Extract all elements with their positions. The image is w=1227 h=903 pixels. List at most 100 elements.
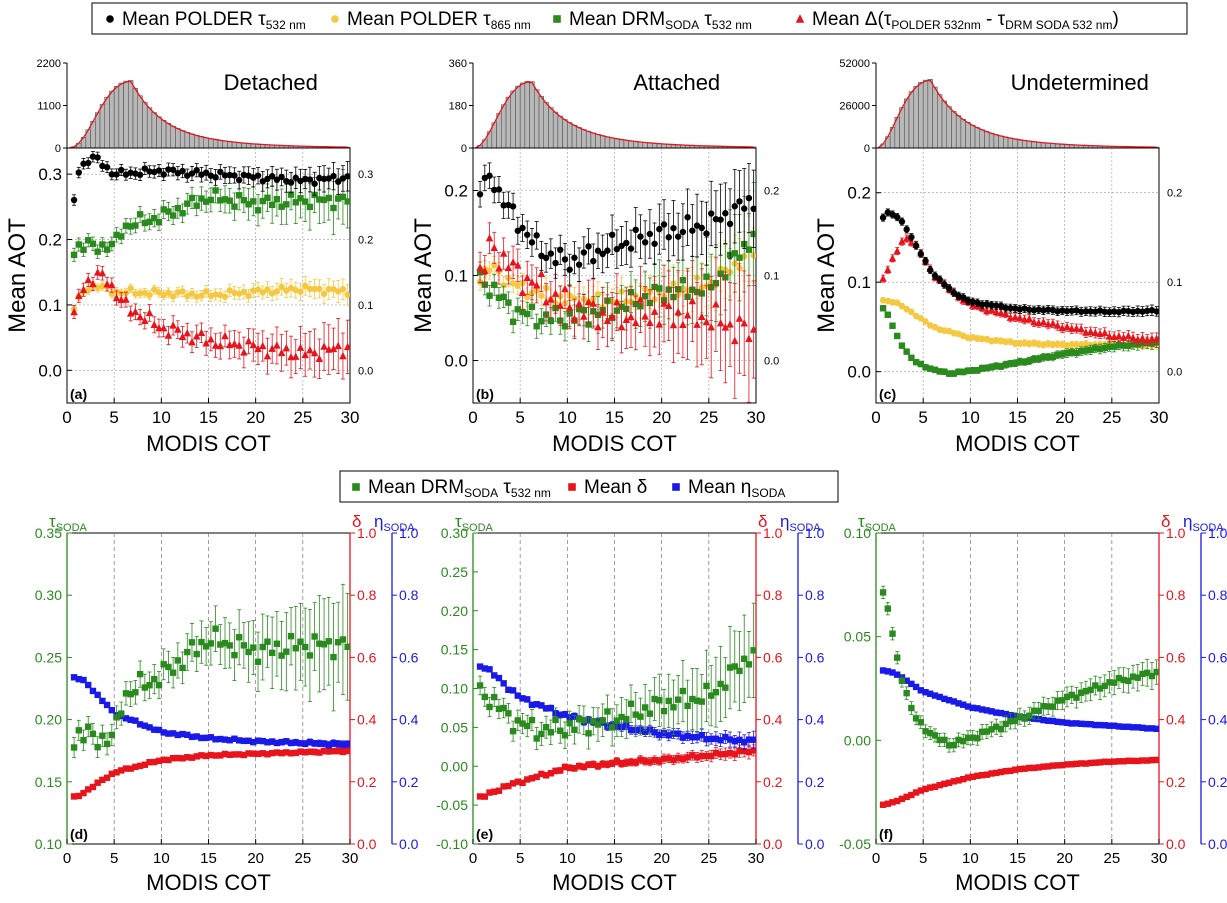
text-run: τ — [498, 477, 511, 498]
data-point-drm532 — [505, 299, 512, 306]
data-point-polder532 — [1016, 306, 1024, 313]
data-point-eta — [335, 740, 342, 747]
data-point-delta — [997, 308, 1005, 317]
data-point-delta — [528, 278, 536, 286]
histogram-bar — [123, 80, 129, 149]
data-point-eta — [217, 735, 224, 743]
histogram-bar — [118, 82, 124, 149]
data-point-delta — [207, 751, 215, 759]
data-point-drm532 — [221, 639, 229, 647]
panel-label: (e) — [476, 826, 493, 842]
data-point-drm532 — [335, 639, 342, 646]
data-point-eta — [169, 730, 177, 737]
panel-title: Undetermined — [1011, 70, 1149, 95]
data-point-delta — [169, 321, 177, 329]
subscript: POLDER 532nm — [891, 18, 980, 32]
data-point-drm532 — [566, 720, 573, 727]
data-point-polder865 — [997, 337, 1005, 345]
data-point-eta — [70, 674, 78, 681]
data-point-drm532 — [514, 306, 522, 313]
data-point-delta — [231, 751, 238, 758]
data-point-drm532 — [1073, 349, 1080, 357]
text-run: ) — [1112, 9, 1118, 30]
data-point-eta — [221, 736, 229, 743]
data-point-polder532 — [936, 276, 943, 283]
data-point-eta — [235, 737, 243, 744]
data-point-eta — [651, 729, 658, 736]
histogram: 0 1100 2200 — [37, 58, 351, 155]
data-point-eta — [136, 721, 144, 728]
data-point-drm532 — [1016, 358, 1024, 365]
data-point-eta — [240, 737, 248, 745]
x-axis-label: MODIS COT — [552, 870, 677, 895]
data-point-polder532 — [287, 179, 295, 186]
data-point-delta — [599, 760, 606, 768]
data-point-polder865 — [155, 289, 163, 296]
eta-axis-title: ηSODA — [374, 512, 415, 534]
data-point-polder532 — [927, 266, 934, 274]
data-point-delta — [698, 312, 706, 320]
eta-tick-label: 1.0 — [399, 525, 419, 541]
data-point-drm532 — [132, 689, 139, 696]
histogram-bar — [604, 136, 611, 149]
data-point-drm532 — [964, 367, 972, 374]
data-point-polder532 — [1082, 308, 1090, 315]
legend-bottom: Mean DRMSODA τ532 nm Mean δ Mean ηSODA — [339, 470, 839, 503]
data-point-polder865 — [165, 289, 172, 296]
data-point-polder532 — [1030, 307, 1038, 314]
data-point-delta — [1016, 765, 1024, 773]
data-point-polder532 — [113, 171, 120, 178]
data-point-polder865 — [1077, 341, 1085, 348]
subscript: SODA — [665, 18, 699, 32]
left-tick-label: 0.15 — [441, 642, 468, 658]
data-point-delta — [89, 279, 97, 288]
text-run: - τ — [981, 9, 1006, 30]
data-point-drm532 — [250, 198, 257, 205]
data-point-drm532 — [674, 696, 682, 703]
data-point-delta — [292, 749, 299, 757]
eta-tick-label: 1.0 — [1208, 525, 1227, 541]
data-point-delta — [580, 312, 588, 320]
data-point-drm532 — [169, 669, 177, 676]
data-point-drm532 — [188, 194, 196, 202]
data-point-delta — [93, 268, 102, 276]
x-tick-label: 20 — [1055, 408, 1074, 427]
data-point-delta — [717, 751, 724, 758]
data-point-drm532 — [325, 194, 332, 202]
data-point-polder532 — [235, 176, 243, 184]
data-point-drm532 — [1110, 343, 1118, 350]
data-point-delta — [244, 336, 253, 345]
data-point-drm532 — [476, 682, 484, 689]
data-point-delta — [103, 280, 111, 288]
legend-label: Mean POLDER τ532 nm — [122, 9, 306, 32]
data-point-delta — [702, 317, 711, 326]
data-point-delta — [127, 765, 134, 772]
data-point-polder532 — [221, 172, 229, 179]
histogram-bar — [637, 141, 644, 149]
data-point-delta — [1026, 764, 1033, 772]
y-tick-label: 0.0 — [444, 352, 468, 371]
data-point-delta — [235, 341, 243, 349]
left-tick-label: 0.25 — [441, 564, 468, 580]
data-point-delta — [514, 778, 522, 785]
data-point-delta — [146, 759, 153, 766]
data-point-drm532 — [174, 657, 182, 664]
data-point-delta — [992, 307, 1000, 316]
data-point-delta — [585, 761, 592, 768]
data-point-delta — [693, 320, 701, 328]
y-tick-label: 0.1 — [38, 296, 62, 315]
data-point-drm532 — [344, 643, 350, 650]
histogram-tick-label: 0 — [864, 143, 870, 155]
data-point-drm532 — [202, 198, 210, 205]
data-point-polder865 — [141, 289, 149, 296]
series-delta — [476, 744, 756, 800]
data-point-drm532 — [969, 367, 976, 374]
data-point-delta — [1016, 313, 1024, 322]
data-point-eta — [557, 711, 564, 719]
histogram-bar — [979, 129, 985, 149]
data-point-eta — [674, 730, 682, 737]
data-point-delta — [1035, 764, 1042, 771]
data-point-drm532 — [165, 208, 172, 215]
data-point-delta — [547, 770, 555, 777]
data-point-drm532 — [344, 198, 350, 205]
